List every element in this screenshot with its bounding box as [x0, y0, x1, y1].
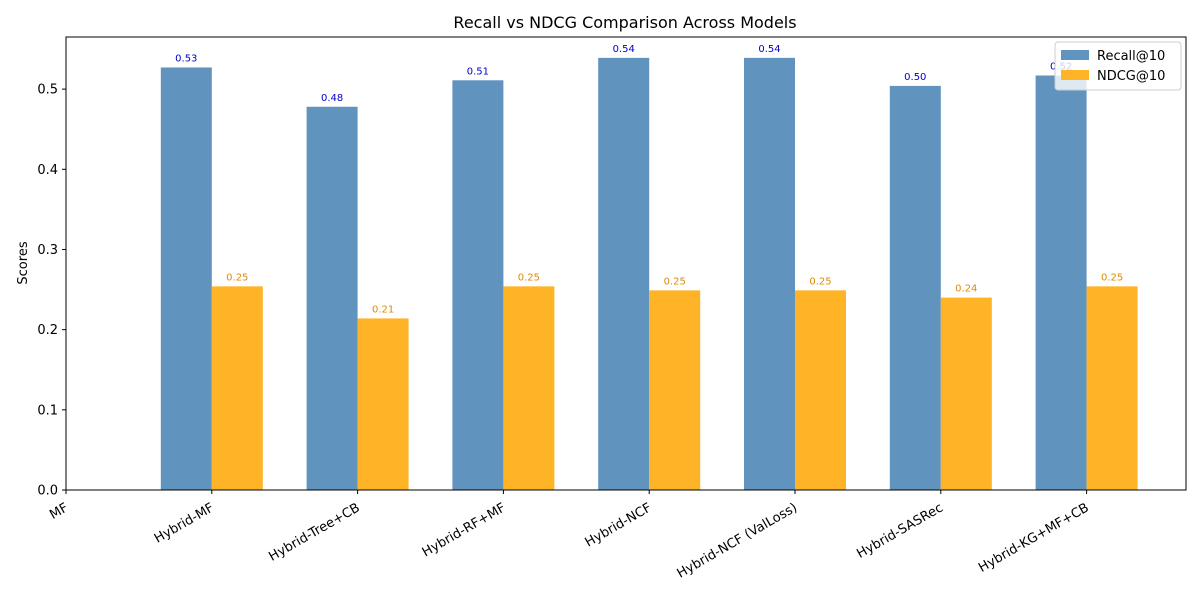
- y-axis-label: Scores: [16, 241, 31, 284]
- bar-ndcg: [940, 297, 992, 490]
- bar-value-label: 0.25: [226, 272, 248, 283]
- plot-frame: [65, 36, 1187, 491]
- bar-ndcg: [503, 286, 555, 490]
- x-tick-label: Hybrid-SASRec: [854, 500, 945, 561]
- y-tick-label: 0.3: [37, 243, 58, 258]
- bar-recall: [744, 57, 795, 491]
- bar-value-label: 0.48: [321, 93, 343, 104]
- x-tick-label: Hybrid-RF+MF: [420, 500, 509, 560]
- bar-recall: [452, 80, 504, 490]
- chart-title: Recall vs NDCG Comparison Across Models: [453, 13, 796, 32]
- x-tick-label: Hybrid-NCF (ValLoss): [675, 500, 800, 581]
- y-tick-label: 0.5: [37, 83, 58, 98]
- x-tick-label: Hybrid-NCF: [583, 500, 655, 550]
- bar-value-label: 0.50: [904, 72, 926, 83]
- bar-ndcg: [211, 286, 263, 490]
- bar-value-label: 0.53: [175, 53, 197, 64]
- y-tick-label: 0.0: [37, 484, 58, 499]
- bar-value-label: 0.24: [955, 284, 977, 295]
- bar-value-label: 0.25: [809, 276, 831, 287]
- x-tick-label: Hybrid-MF: [152, 500, 217, 546]
- bar-recall: [598, 57, 650, 491]
- legend-label: NDCG@10: [1097, 69, 1165, 84]
- bar-ndcg: [649, 290, 701, 490]
- bar-value-label: 0.54: [613, 44, 635, 55]
- bar-ndcg: [357, 318, 409, 490]
- bar-value-label: 0.25: [664, 276, 686, 287]
- bar-value-label: 0.25: [1101, 272, 1123, 283]
- legend: Recall@10 NDCG@10: [1054, 41, 1182, 91]
- y-tick-label: 0.1: [37, 403, 58, 418]
- x-tick-label: Hybrid-KG+MF+CB: [976, 500, 1091, 575]
- bar-recall: [306, 106, 358, 491]
- bar-ndcg: [1086, 286, 1138, 490]
- bar-recall: [889, 85, 941, 491]
- bar-ndcg: [795, 290, 846, 490]
- bar-value-label: 0.25: [518, 272, 540, 283]
- y-tick-label: 0.4: [37, 163, 58, 178]
- legend-label: Recall@10: [1097, 49, 1165, 64]
- legend-swatch: [1061, 70, 1089, 80]
- x-tick-label: Hybrid-Tree+CB: [266, 500, 362, 564]
- bar-value-label: 0.21: [372, 304, 394, 315]
- y-tick-label: 0.2: [37, 323, 58, 338]
- bar-value-label: 0.54: [758, 44, 780, 55]
- x-tick-label: MF: [47, 500, 71, 522]
- bar-recall: [1035, 75, 1087, 490]
- bar-value-label: 0.51: [467, 66, 489, 77]
- legend-swatch: [1061, 50, 1089, 60]
- plot-area: 0.0 0.1 0.2 0.3 0.4 0.5 MF Hybrid-MF 0.53 0.25 Hyb…: [37, 44, 1138, 582]
- bar-recall: [160, 67, 212, 490]
